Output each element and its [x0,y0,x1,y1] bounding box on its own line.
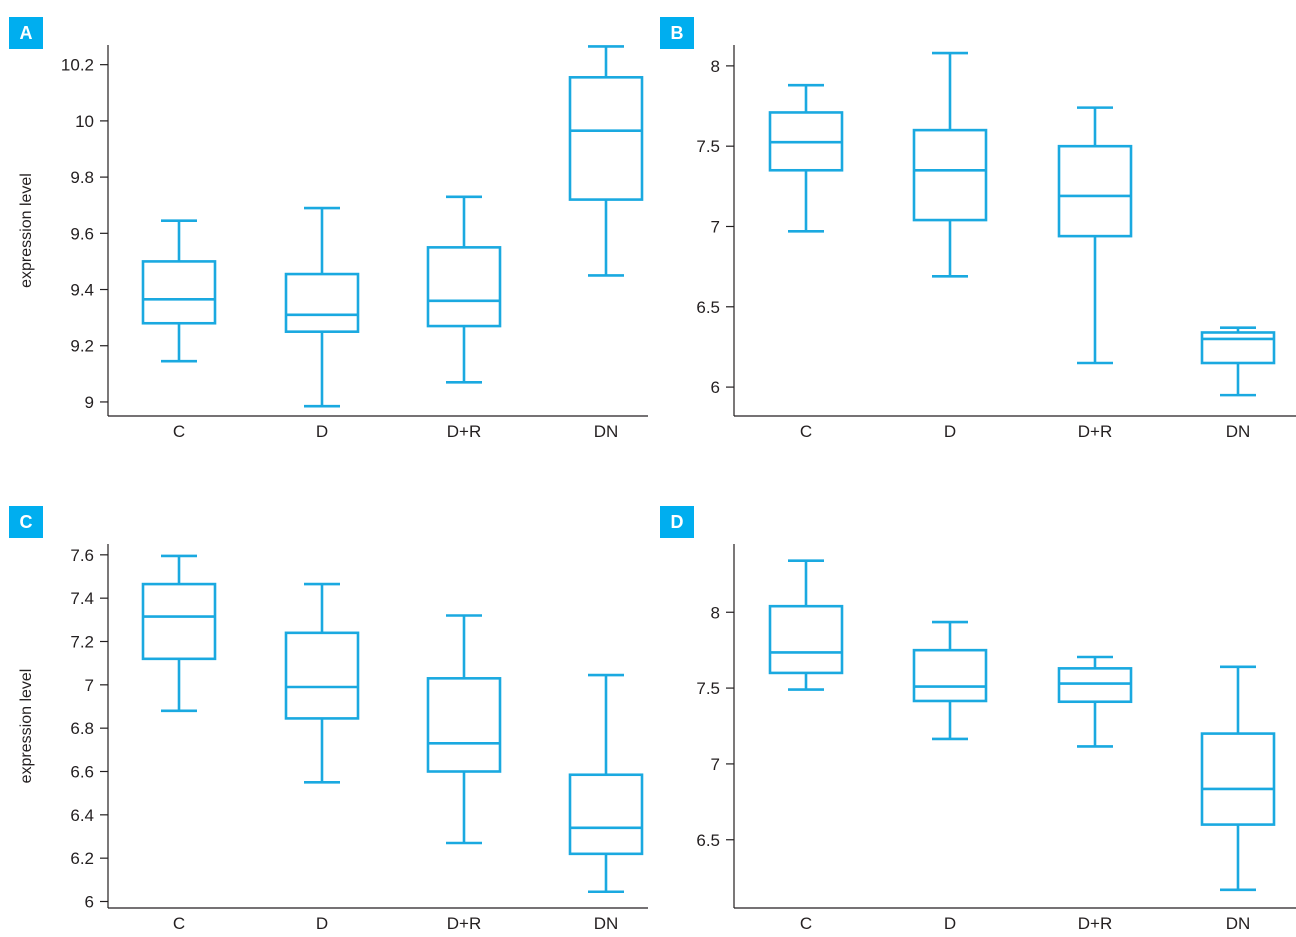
y-tick-label: 7 [85,676,94,695]
iqr-box [1200,331,1276,365]
y-tick-label: 6 [711,378,720,397]
y-tick-label: 7 [711,217,720,236]
panel-label-badge: B [660,17,694,49]
x-category-label: DN [1226,422,1251,441]
x-category-label: C [800,422,812,441]
x-category-label: D+R [447,914,481,933]
x-category-label: C [800,914,812,933]
x-category-label: DN [594,914,619,933]
y-tick-label: 6.6 [70,763,94,782]
y-tick-label: 7.5 [696,137,720,156]
x-category-label: C [173,914,185,933]
x-category-label: D+R [1078,914,1112,933]
y-tick-label: 10.2 [61,56,94,75]
y-tick-label: 8 [711,57,720,76]
x-category-label: DN [1226,914,1251,933]
box-d [912,620,988,741]
y-tick-label: 6.5 [696,298,720,317]
iqr-box [568,76,644,201]
panel-label-badge: A [9,17,43,49]
box-dn [1200,326,1276,397]
panel-label-badge: D [660,506,694,538]
box-plot-d: 6.5 7 7.5 8 C D D+R DN [696,544,1296,933]
y-tick-label: 8 [711,603,720,622]
y-tick-label: 9.2 [70,337,94,356]
box-c [768,83,844,233]
iqr-box [912,648,988,703]
y-axis-label: expression level [18,669,35,784]
chart-panel-a: A 9 9.2 9.4 9.6 9.8 10 10.2 expression level C D D… [0,0,648,468]
x-category-label: D [316,914,328,933]
iqr-box [768,604,844,675]
box-plot-a: 9 9.2 9.4 9.6 9.8 10 10.2 expression level C D D+R… [18,45,648,441]
box-c [141,219,217,363]
x-category-label: C [173,422,185,441]
box-dn [1200,665,1276,892]
x-category-label: D [316,422,328,441]
chart-panel-d: D 6.5 7 7.5 8 C D D+R DN [648,468,1296,937]
box-d-plus-r [426,614,502,845]
y-tick-label: 7 [711,755,720,774]
box-c [141,554,217,713]
y-tick-label: 6.2 [70,849,94,868]
box-plot-c: 6 6.2 6.4 6.6 6.8 7 7.2 7.4 7.6 expression level C… [18,544,648,933]
box-dn [568,45,644,277]
iqr-box [1200,732,1276,826]
y-tick-label: 7.2 [70,633,94,652]
y-axis-label: expression level [18,173,35,288]
x-category-label: D+R [447,422,481,441]
y-tick-label: 6.8 [70,719,94,738]
box-d-plus-r [1057,655,1133,748]
iqr-box [1057,144,1133,238]
box-d [912,51,988,278]
y-tick-label: 9.8 [70,168,94,187]
box-c [768,559,844,691]
iqr-box [284,272,360,333]
y-tick-label: 9.4 [70,281,94,300]
iqr-box [284,631,360,720]
y-tick-label: 10 [75,112,94,131]
box-d [284,582,360,784]
chart-panel-b: B 6 6.5 7 7.5 8 C D D+R DN [648,0,1296,468]
iqr-box [141,260,217,325]
iqr-box [912,128,988,222]
iqr-box [568,773,644,856]
y-tick-label: 6.4 [70,806,94,825]
iqr-box [1057,667,1133,704]
x-category-label: D [944,914,956,933]
y-tick-label: 7.5 [696,679,720,698]
iqr-box [141,582,217,661]
x-category-label: D [944,422,956,441]
box-d-plus-r [1057,106,1133,365]
chart-panel-c: C 6 6.2 6.4 6.6 6.8 7 7.2 7.4 7.6 expression leve… [0,468,648,937]
box-d-plus-r [426,195,502,384]
x-category-label: DN [594,422,619,441]
box-d [284,206,360,408]
y-tick-label: 9.6 [70,224,94,243]
y-tick-label: 9 [85,393,94,412]
box-dn [568,673,644,894]
y-tick-label: 7.4 [70,589,94,608]
x-category-label: D+R [1078,422,1112,441]
iqr-box [426,677,502,773]
panel-label-badge: C [9,506,43,538]
y-tick-label: 6.5 [696,831,720,850]
y-tick-label: 7.6 [70,546,94,565]
box-plot-b: 6 6.5 7 7.5 8 C D D+R DN [696,45,1296,441]
y-tick-label: 6 [85,893,94,912]
iqr-box [426,246,502,328]
